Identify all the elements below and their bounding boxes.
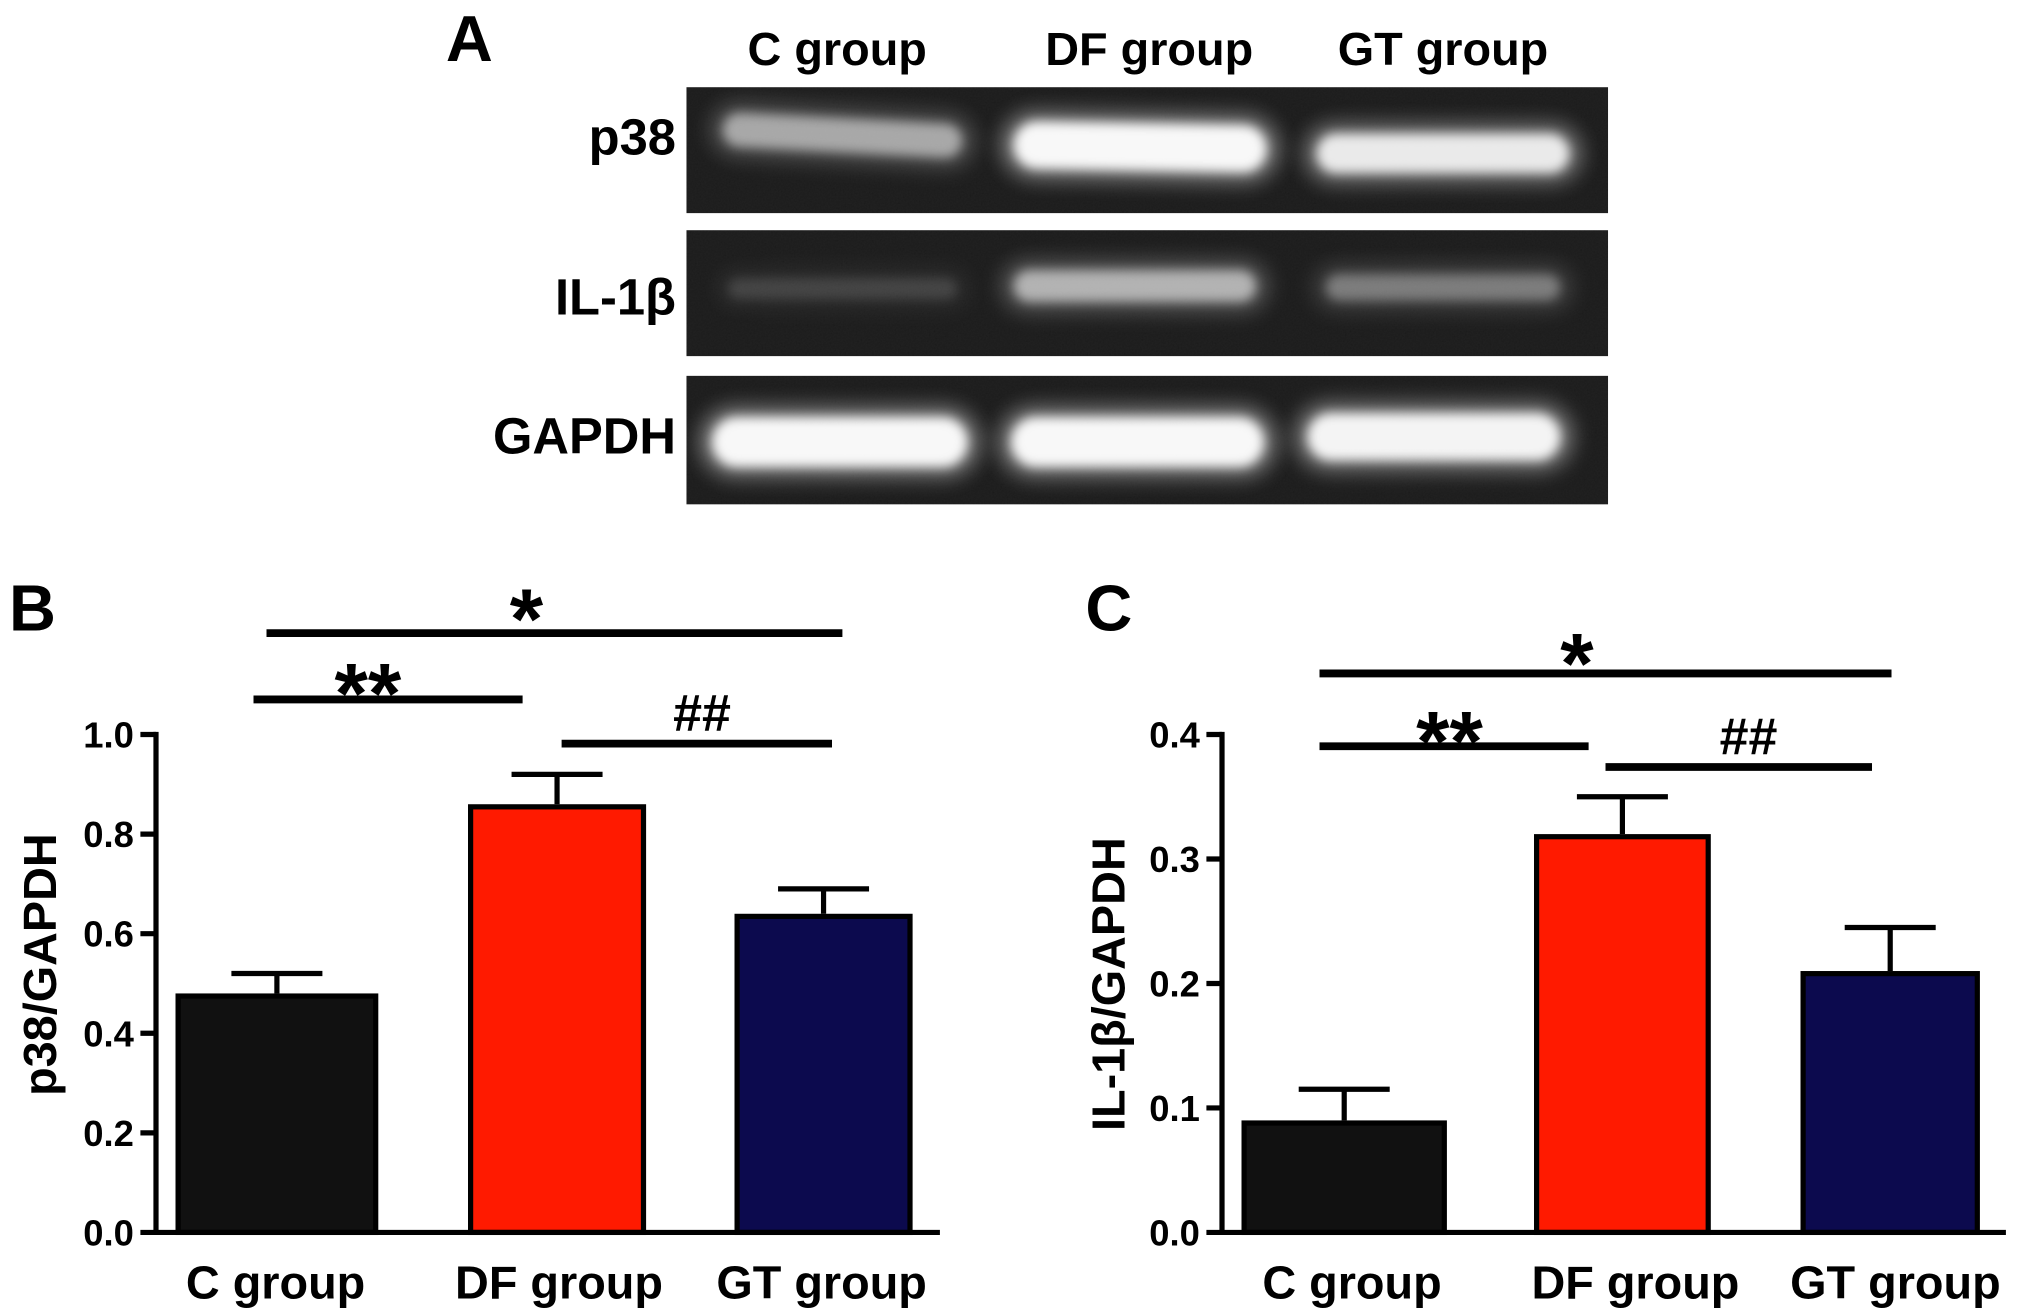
x-tick-label: DF group [1531, 1257, 1739, 1309]
panel-c: C IL-1β/GAPDH C group DF group GT group 0.0… [1083, 572, 2006, 1309]
gel-column-header: DF group [1045, 23, 1253, 75]
gel-band [699, 406, 981, 478]
gel-row-label: IL-1β [555, 269, 676, 326]
gel-band-core [1326, 274, 1561, 301]
gel-band [1294, 403, 1574, 471]
y-tick-label: 0.0 [83, 1212, 134, 1253]
gel-band-core [1011, 417, 1264, 467]
x-tick-label: C group [186, 1257, 365, 1309]
gel-band-core [728, 278, 957, 300]
x-tick-label: C group [1262, 1257, 1441, 1309]
gel-row-label: p38 [589, 109, 676, 166]
gel-band [998, 406, 1277, 478]
panel-a-label: A [446, 2, 493, 75]
gel-band-core [1316, 133, 1570, 173]
y-tick-label: 1.0 [83, 715, 134, 756]
gel-band-core [1014, 270, 1256, 302]
y-tick-label: 0.6 [83, 914, 134, 955]
gel-strip [686, 87, 1609, 214]
gel-band [1313, 263, 1574, 311]
y-axis-label: IL-1β/GAPDH [1083, 837, 1135, 1131]
gel-image [686, 87, 1609, 505]
gel-column-header: C group [748, 23, 927, 75]
bar-chart-il1b: C group DF group GT group0.00.10.20.30.4**… [1149, 616, 2006, 1309]
gel-column-header: GT group [1338, 23, 1549, 75]
significance-label: ** [1416, 694, 1483, 790]
y-tick-label: 0.2 [83, 1113, 134, 1154]
bar [1800, 971, 1980, 1236]
y-tick-label: 0.2 [1149, 963, 1200, 1004]
significance-label: * [510, 572, 544, 668]
gel-band-core [712, 417, 968, 467]
significance-label: ** [335, 646, 402, 742]
y-axis-label: p38/GAPDH [14, 833, 66, 1096]
gel-strip [686, 375, 1609, 505]
panel-b: B p38/GAPDH C group DF group GT group 0.0 0.… [9, 572, 940, 1309]
bar [734, 913, 913, 1236]
bar [175, 993, 379, 1236]
x-tick-label: GT group [1790, 1257, 2001, 1309]
bar [1534, 834, 1711, 1236]
y-tick-label: 0.0 [1149, 1212, 1200, 1253]
x-tick-label: DF group [455, 1257, 663, 1309]
bar [1241, 1120, 1447, 1236]
significance-label: ## [673, 685, 731, 743]
gel-band-core [1014, 121, 1267, 173]
y-tick-label: 0.8 [83, 814, 134, 855]
y-tick-label: 0.3 [1149, 839, 1200, 880]
gel-row-label: GAPDH [493, 408, 676, 465]
gel-band-core [722, 112, 962, 158]
gel-band [1001, 111, 1280, 183]
significance-label: * [1560, 616, 1594, 712]
gel-band [715, 267, 970, 310]
y-tick-label: 0.1 [1149, 1088, 1200, 1129]
significance-label: ## [1720, 708, 1778, 766]
panel-b-label: B [9, 572, 56, 645]
x-tick-label: GT group [716, 1257, 927, 1309]
bar [468, 804, 647, 1236]
gel-band [1303, 123, 1583, 184]
gel-band [1001, 260, 1269, 313]
y-tick-label: 0.4 [83, 1013, 134, 1054]
gel-band-core [1307, 413, 1561, 461]
gel-strip [686, 230, 1609, 357]
bar-chart-p38: C group DF group GT group 0.0 0.2 0.4 0.6 0.8 1.… [83, 572, 940, 1309]
y-tick-label: 0.4 [1149, 715, 1200, 756]
gel-band [709, 102, 975, 169]
panel-c-label: C [1085, 572, 1132, 645]
panel-a: A C group DF group GT group p38 IL-1β GA… [446, 2, 1609, 505]
